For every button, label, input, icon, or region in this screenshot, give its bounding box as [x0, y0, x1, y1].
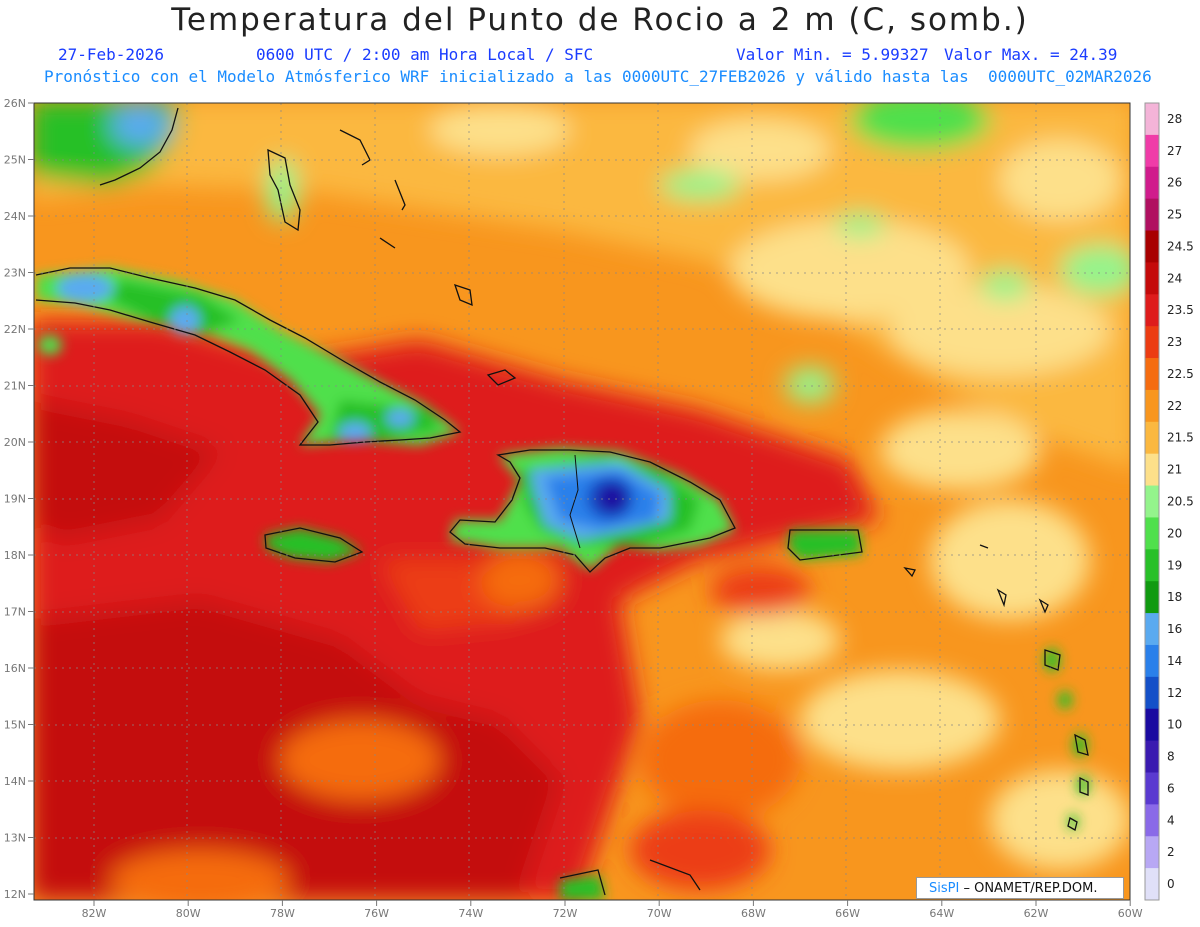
colorbar-label: 26	[1167, 176, 1182, 190]
colorbar-label: 21	[1167, 463, 1182, 477]
colorbar-swatch	[1145, 644, 1159, 678]
colorbar-swatch	[1145, 740, 1159, 773]
colorbar-label: 22.5	[1167, 367, 1194, 381]
lon-tick-label: 66W	[835, 907, 860, 920]
lon-tick-label: 72W	[553, 907, 578, 920]
colorbar-swatch	[1145, 517, 1159, 550]
colorbar-label: 24	[1167, 271, 1182, 285]
colorbar-swatch	[1145, 198, 1159, 232]
lon-tick-label: 70W	[647, 907, 672, 920]
colorbar-label: 8	[1167, 750, 1175, 764]
lon-tick-label: 74W	[458, 907, 483, 920]
lon-tick-label: 60W	[1118, 907, 1143, 920]
lat-tick-label: 12N	[4, 888, 26, 901]
lat-tick-label: 26N	[4, 97, 26, 110]
colorbar-label: 28	[1167, 112, 1182, 126]
lat-tick-label: 22N	[4, 323, 26, 336]
colorbar-swatch	[1145, 358, 1159, 391]
lat-tick-label: 15N	[4, 719, 26, 732]
colorbar-swatch	[1145, 613, 1159, 646]
colorbar-swatch	[1145, 230, 1159, 263]
colorbar-swatch	[1145, 421, 1159, 455]
colorbar-swatch	[1145, 294, 1159, 327]
colorbar-swatch	[1145, 676, 1159, 710]
lat-tick-label: 25N	[4, 154, 26, 167]
lat-tick-label: 20N	[4, 436, 26, 449]
colorbar-label: 21.5	[1167, 431, 1194, 445]
lat-tick-label: 13N	[4, 832, 26, 845]
colorbar-label: 20	[1167, 526, 1182, 540]
lat-tick-label: 14N	[4, 775, 26, 788]
colorbar-swatch	[1145, 389, 1159, 423]
colorbar-label: 24.5	[1167, 239, 1194, 253]
colorbar-swatch	[1145, 326, 1159, 359]
colorbar-label: 27	[1167, 144, 1182, 158]
colorbar-label: 14	[1167, 654, 1182, 668]
plot-frame	[33, 102, 1131, 901]
colorbar-swatch	[1145, 868, 1159, 901]
colorbar-label: 6	[1167, 781, 1175, 795]
colorbar-frame	[1144, 102, 1160, 901]
colorbar-swatch	[1145, 134, 1159, 168]
lon-tick-label: 68W	[741, 907, 766, 920]
colorbar-label: 23	[1167, 335, 1182, 349]
lon-tick-label: 78W	[270, 907, 295, 920]
credit-org: – ONAMET/REP.DOM.	[963, 881, 1098, 896]
credit-box: SisPI – ONAMET/REP.DOM.	[916, 877, 1124, 899]
lat-tick-label: 16N	[4, 662, 26, 675]
colorbar-swatch	[1145, 804, 1159, 837]
colorbar-swatch	[1145, 485, 1159, 518]
latitude-axis: 26N 25N 24N 23N 22N 21N 20N 19N 18N 17N 16N 15N 14N 1…	[4, 97, 34, 901]
lat-tick-label: 19N	[4, 493, 26, 506]
value-min: Valor Min. = 5.99327	[736, 45, 929, 64]
colorbar-swatch	[1145, 836, 1159, 869]
colorbar-swatch	[1145, 549, 1159, 582]
colorbar-label: 22	[1167, 399, 1182, 413]
lat-tick-label: 18N	[4, 549, 26, 562]
coastlines	[35, 107, 1089, 896]
valid-date: 27-Feb-2026	[58, 45, 164, 64]
colorbar-label: 2	[1167, 845, 1175, 859]
colorbar-label: 12	[1167, 686, 1182, 700]
colorbar-swatch	[1145, 103, 1159, 136]
lon-tick-label: 80W	[176, 907, 201, 920]
colorbar: 2827262524.52423.52322.52221.52120.52019…	[1144, 102, 1194, 901]
colorbar-swatch	[1145, 708, 1159, 742]
colorbar-label: 20.5	[1167, 495, 1194, 509]
lon-tick-label: 76W	[364, 907, 389, 920]
colorbar-label: 23.5	[1167, 303, 1194, 317]
lat-tick-label: 23N	[4, 267, 26, 280]
lat-tick-label: 21N	[4, 380, 26, 393]
map-title: Temperatura del Punto de Rocio a 2 m (C,…	[171, 2, 1029, 38]
colorbar-swatch	[1145, 166, 1159, 200]
forecast-info: Pronóstico con el Modelo Atmósferico WRF…	[44, 67, 1152, 86]
value-max: Valor Max. = 24.39	[944, 45, 1118, 64]
graticule	[34, 103, 1130, 900]
colorbar-label: 0	[1167, 877, 1175, 891]
shaded-field	[34, 103, 1130, 900]
colorbar-swatch	[1145, 581, 1159, 614]
lon-tick-label: 64W	[929, 907, 954, 920]
sispi-logo: SisPI	[929, 881, 960, 896]
colorbar-label: 16	[1167, 622, 1182, 636]
lon-tick-label: 82W	[82, 907, 107, 920]
longitude-axis: 82W 80W 78W 76W 74W 72W 70W 68W 66W 64W 62W 60W	[82, 900, 1143, 920]
colorbar-label: 18	[1167, 590, 1182, 604]
colorbar-label: 4	[1167, 813, 1175, 827]
colorbar-label: 25	[1167, 208, 1182, 222]
colorbar-label: 19	[1167, 558, 1182, 572]
colorbar-label: 10	[1167, 718, 1182, 732]
colorbar-swatch	[1145, 772, 1159, 805]
lat-tick-label: 24N	[4, 210, 26, 223]
lat-tick-label: 17N	[4, 606, 26, 619]
lon-tick-label: 62W	[1024, 907, 1049, 920]
colorbar-swatch	[1145, 453, 1159, 487]
colorbar-swatch	[1145, 262, 1159, 295]
valid-time: 0600 UTC / 2:00 am Hora Local / SFC	[256, 45, 594, 64]
